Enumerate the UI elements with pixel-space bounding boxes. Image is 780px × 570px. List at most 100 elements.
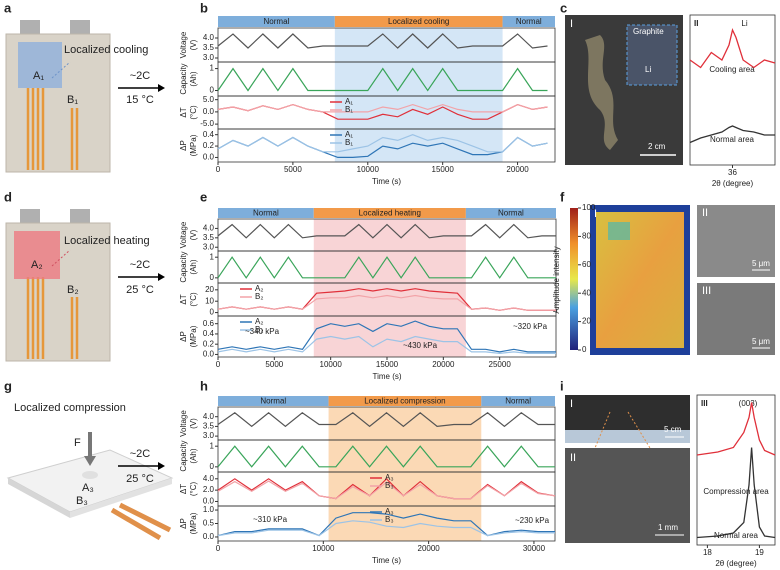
scale-label: 5 μm xyxy=(752,337,770,346)
y-axis-label: (MPa) xyxy=(189,325,198,347)
region-banner xyxy=(328,396,482,406)
legend-label: A₂ xyxy=(255,284,263,293)
region-shade xyxy=(334,28,503,162)
y-tick-label: 1 xyxy=(210,441,215,450)
y-axis-label: (Ah) xyxy=(189,259,198,274)
x-tick-label: 0 xyxy=(216,544,221,553)
data-line xyxy=(696,447,776,539)
x-tick-label: 10000 xyxy=(312,544,335,553)
region-banner xyxy=(465,208,556,218)
region-label: Localized cooling xyxy=(64,44,148,56)
panel-letter: e xyxy=(200,189,207,204)
photo-label: Graphite xyxy=(633,27,664,36)
point-label: B₁ xyxy=(67,94,78,106)
x-tick-label: 20000 xyxy=(432,360,455,369)
photo xyxy=(565,15,683,165)
annotation: (003) xyxy=(739,399,758,408)
series-label: Normal area xyxy=(710,135,755,144)
legend-label: B₁ xyxy=(345,138,353,147)
x-tick-label: 5000 xyxy=(265,360,283,369)
series-label: Compression area xyxy=(703,487,769,496)
y-tick-label: 0.0 xyxy=(203,350,215,359)
y-axis-label: Voltage xyxy=(179,410,188,437)
annotation: ~310 kPa xyxy=(253,515,288,524)
numeral: II xyxy=(694,19,698,28)
data-line xyxy=(217,134,548,153)
y-axis-label: ΔT xyxy=(179,294,188,304)
y-tick-label: 0.0 xyxy=(203,497,215,506)
temp-label: 15 °C xyxy=(126,94,154,106)
y-tick-label: 0.4 xyxy=(203,329,215,338)
y-axis-label: (MPa) xyxy=(189,512,198,534)
y-axis-label: Capacity xyxy=(179,63,188,94)
panel-letter: h xyxy=(200,378,208,393)
temp-label: 25 °C xyxy=(126,473,154,485)
rate-label: ~2C xyxy=(130,448,151,460)
y-axis-label: Capacity xyxy=(179,251,188,282)
x-tick-label: 36 xyxy=(728,168,737,177)
legend-label: B₁ xyxy=(345,105,353,114)
colorbar-tick-label: 60 xyxy=(582,260,591,269)
annotation: Li xyxy=(741,19,747,28)
y-axis-label: Voltage xyxy=(179,31,188,58)
scale-label: 5 μm xyxy=(752,259,770,268)
x-tick-label: 20000 xyxy=(418,544,441,553)
y-tick-label: 2.0 xyxy=(203,485,215,494)
cell-diagram xyxy=(5,209,165,362)
y-tick-label: 0.5 xyxy=(203,519,215,528)
y-axis-label: ΔP xyxy=(179,140,188,151)
y-axis-label: (°C) xyxy=(189,482,198,497)
y-tick-label: 20 xyxy=(205,285,214,294)
y-tick-label: 0.4 xyxy=(203,130,215,139)
y-tick-label: 0.6 xyxy=(203,319,215,328)
data-line xyxy=(689,28,776,69)
colorbar-label: Amplitude intensity xyxy=(552,246,561,313)
x-tick-label: 10000 xyxy=(357,165,380,174)
y-tick-label: 0.2 xyxy=(203,339,215,348)
region-label: Normal xyxy=(516,17,542,26)
y-axis-label: (°C) xyxy=(189,105,198,120)
panel-letter: i xyxy=(560,378,564,393)
y-axis-label: Voltage xyxy=(179,221,188,248)
annotation: ~430 kPa xyxy=(403,341,438,350)
region-shade xyxy=(313,219,466,357)
data-line xyxy=(217,67,548,92)
annotation: ~230 kPa xyxy=(515,516,550,525)
y-tick-label: 0.0 xyxy=(203,532,215,541)
region-label: Normal xyxy=(264,17,290,26)
cell-diagram xyxy=(5,20,165,173)
region-banner xyxy=(218,396,329,406)
region-banner xyxy=(218,16,335,27)
data-line xyxy=(689,125,775,144)
temp-label: 25 °C xyxy=(126,284,154,296)
panel-letter: d xyxy=(4,189,12,204)
panel-letter: a xyxy=(4,0,12,15)
rate-label: ~2C xyxy=(130,70,151,82)
cell-diagram xyxy=(6,432,174,541)
y-axis-label: ΔT xyxy=(179,484,188,494)
y-tick-label: 0 xyxy=(210,86,215,95)
data-line xyxy=(217,445,555,468)
region-banner xyxy=(313,208,466,218)
annotation: ~320 kPa xyxy=(513,322,548,331)
point-label: B₂ xyxy=(67,284,79,296)
x-tick-label: 5000 xyxy=(284,165,302,174)
region-label: Localized compression xyxy=(364,397,445,406)
region-label: Normal xyxy=(498,209,524,218)
numeral: I xyxy=(570,18,573,30)
point-label: A₂ xyxy=(31,259,43,271)
region-label: Normal xyxy=(253,209,279,218)
region-banner xyxy=(502,16,555,27)
y-tick-label: 3.0 xyxy=(203,242,215,251)
series-label: Normal area xyxy=(714,531,759,540)
region-banner xyxy=(218,208,314,218)
photo-label: Li xyxy=(645,65,651,74)
colorbar-tick-label: 40 xyxy=(582,288,591,297)
scale-label: 2 cm xyxy=(648,142,666,151)
y-tick-label: 0 xyxy=(210,308,215,317)
y-axis-label: (Ah) xyxy=(189,448,198,463)
numeral: II xyxy=(702,207,708,219)
region-label: Normal xyxy=(260,397,286,406)
y-axis-label: (V) xyxy=(189,229,198,240)
